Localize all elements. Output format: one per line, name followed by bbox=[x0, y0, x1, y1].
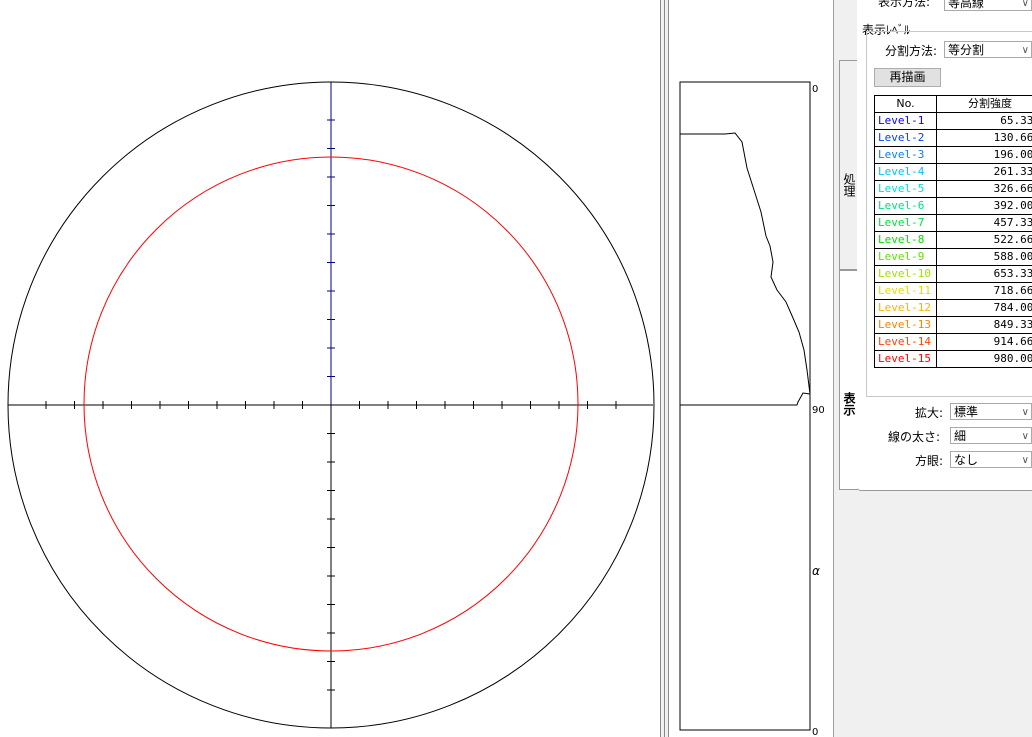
level-intensity: 261.333 bbox=[936, 163, 1032, 181]
line-width-select[interactable]: 細 ∨ bbox=[950, 427, 1032, 444]
level-intensity: 65.333 bbox=[936, 112, 1032, 130]
tab-process[interactable]: 処理 bbox=[839, 60, 858, 270]
grid-select[interactable]: なし ∨ bbox=[950, 451, 1032, 468]
level-intensity: 326.667 bbox=[936, 180, 1032, 198]
profile-label-top: 0 bbox=[812, 84, 818, 95]
chevron-down-icon: ∨ bbox=[1021, 0, 1029, 9]
grid-label: 方眼: bbox=[915, 454, 944, 468]
level-intensity: 130.667 bbox=[936, 129, 1032, 147]
display-method-label: 表示方法: bbox=[878, 0, 931, 9]
level-name: Level-15 bbox=[874, 350, 937, 368]
level-name: Level-14 bbox=[874, 333, 937, 351]
zoom-label: 拡大: bbox=[915, 406, 944, 420]
level-name: Level-10 bbox=[874, 265, 937, 283]
level-intensity: 457.333 bbox=[936, 214, 1032, 232]
redraw-button[interactable]: 再描画 bbox=[874, 68, 941, 87]
level-intensity: 784.000 bbox=[936, 299, 1032, 317]
pole-figure-plot bbox=[0, 0, 660, 737]
level-name: Level-11 bbox=[874, 282, 937, 300]
table-header-intensity: 分割強度 bbox=[936, 95, 1032, 113]
level-name: Level-1 bbox=[874, 112, 937, 130]
chevron-down-icon: ∨ bbox=[1021, 45, 1029, 56]
level-name: Level-5 bbox=[874, 180, 937, 198]
profile-panel: 0 90 α 0 bbox=[669, 0, 833, 737]
level-intensity: 522.667 bbox=[936, 231, 1032, 249]
level-intensity: 653.333 bbox=[936, 265, 1032, 283]
outer-circle bbox=[7, 81, 655, 729]
level-intensity: 849.333 bbox=[936, 316, 1032, 334]
level-intensity: 718.667 bbox=[936, 282, 1032, 300]
level-name: Level-12 bbox=[874, 299, 937, 317]
level-intensity: 588.000 bbox=[936, 248, 1032, 266]
level-name: Level-4 bbox=[874, 163, 937, 181]
level-name: Level-8 bbox=[874, 231, 937, 249]
level-intensity: 914.667 bbox=[936, 333, 1032, 351]
profile-label-alpha: α bbox=[812, 564, 820, 578]
level-name: Level-9 bbox=[874, 248, 937, 266]
display-level-title: 表示ﾚﾍﾞﾙ bbox=[862, 23, 911, 37]
level-intensity: 980.000 bbox=[936, 350, 1032, 368]
display-level-group bbox=[866, 31, 1032, 397]
chevron-down-icon: ∨ bbox=[1021, 407, 1029, 418]
level-intensity: 196.000 bbox=[936, 146, 1032, 164]
level-name: Level-6 bbox=[874, 197, 937, 215]
division-method-select[interactable]: 等分割 ∨ bbox=[944, 41, 1032, 58]
division-method-label: 分割方法: bbox=[885, 44, 938, 58]
level-name: Level-3 bbox=[874, 146, 937, 164]
table-header-no: No. bbox=[874, 95, 937, 113]
level-name: Level-13 bbox=[874, 316, 937, 334]
line-width-label: 線の太さ: bbox=[888, 430, 941, 444]
profile-label-mid: 90 bbox=[812, 405, 825, 416]
tab-display[interactable]: 表示 bbox=[839, 270, 858, 490]
chevron-down-icon: ∨ bbox=[1021, 431, 1029, 442]
splitter[interactable] bbox=[660, 0, 669, 737]
table-row: Level-165.333 bbox=[874, 112, 1032, 130]
profile-curve bbox=[680, 132, 811, 406]
chevron-down-icon: ∨ bbox=[1021, 455, 1029, 466]
zoom-select[interactable]: 標準 ∨ bbox=[950, 403, 1032, 420]
level-table: No. 分割強度 Level-165.333Level-2130.667Leve… bbox=[874, 95, 1032, 368]
level-name: Level-7 bbox=[874, 214, 937, 232]
profile-label-bottom: 0 bbox=[812, 727, 818, 737]
contour-line bbox=[83, 156, 579, 652]
display-method-select[interactable]: 等高線 ∨ bbox=[944, 0, 1032, 11]
level-name: Level-2 bbox=[874, 129, 937, 147]
level-intensity: 392.000 bbox=[936, 197, 1032, 215]
